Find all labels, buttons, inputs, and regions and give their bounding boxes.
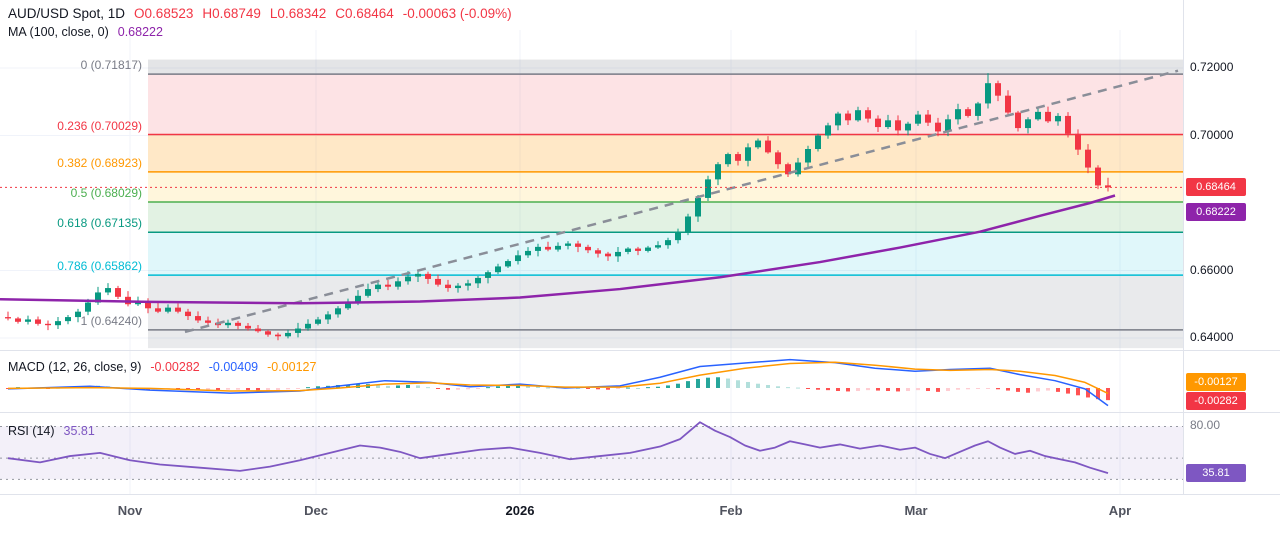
rsi-tick-label: 80.00	[1190, 418, 1221, 433]
fib-label-0.382: 0.382 (0.68923)	[57, 155, 142, 170]
macd-badge-1: -0.00282	[1186, 392, 1246, 410]
fib-label-0: 0 (0.71817)	[80, 58, 142, 73]
rsi-legend: RSI (14) 35.81	[8, 420, 95, 438]
symbol-legend-row: AUD/USD Spot, 1D O0.68523 H0.68749 L0.68…	[8, 6, 512, 21]
candles-series	[5, 73, 1111, 341]
main-legend: AUD/USD Spot, 1D O0.68523 H0.68749 L0.68…	[8, 6, 512, 39]
ohlc-low: L0.68342	[269, 6, 327, 21]
macd-signal-value: -0.00127	[267, 360, 317, 374]
rsi-line[interactable]	[7, 421, 1109, 475]
ma-legend-row: MA (100, close, 0) 0.68222	[8, 25, 512, 39]
fib-label-0.5: 0.5 (0.68029)	[70, 186, 142, 201]
fib-label-0.786: 0.786 (0.65862)	[57, 259, 142, 274]
macd-legend: MACD (12, 26, close, 9) -0.00282 -0.0040…	[8, 356, 316, 374]
price-badge-0.68222: 0.68222	[1186, 202, 1246, 221]
time-scale[interactable]	[0, 494, 1280, 534]
time-label-Nov: Nov	[117, 503, 143, 518]
symbol-title[interactable]: AUD/USD Spot, 1D	[8, 6, 126, 21]
ohlc-close: C0.68464	[335, 6, 394, 21]
price-tick-0.66000: 0.66000	[1190, 262, 1234, 277]
fib-label-0.236: 0.236 (0.70029)	[57, 118, 142, 133]
rsi-band-lines	[0, 425, 1183, 480]
rsi-value: 35.81	[63, 424, 95, 438]
fib-retracement-lines[interactable]	[148, 73, 1183, 331]
fib-retracement-bands	[148, 59, 1183, 349]
rsi-badge: 35.81	[1186, 464, 1246, 483]
price-tick-0.64000: 0.64000	[1190, 330, 1234, 344]
gridlines	[0, 30, 1183, 494]
time-label-2026: 2026	[505, 503, 535, 518]
time-label-Dec: Dec	[304, 503, 328, 518]
trendline[interactable]	[184, 69, 1179, 334]
fib-label-0.618: 0.618 (0.67135)	[57, 216, 142, 231]
time-label-Feb: Feb	[719, 503, 743, 518]
rsi-legend-row: RSI (14) 35.81	[8, 424, 95, 438]
time-label-Mar: Mar	[904, 503, 928, 518]
ohlc-change: -0.00063 (-0.09%)	[402, 6, 512, 21]
ma-value: 0.68222	[117, 25, 163, 39]
macd-histogram	[6, 377, 1110, 401]
rsi-band	[0, 426, 1183, 480]
rsi-indicator-label[interactable]: RSI (14)	[8, 424, 55, 438]
macd-hist-value: -0.00282	[150, 360, 200, 374]
ohlc-open: O0.68523	[134, 6, 194, 21]
price-tick-0.72000: 0.72000	[1190, 60, 1234, 74]
macd-signal-line[interactable]	[7, 361, 1109, 395]
time-label-Apr: Apr	[1108, 503, 1132, 518]
macd-badge-0: -0.00127	[1186, 373, 1246, 391]
pane-separators[interactable]	[0, 0, 1280, 495]
price-tick-0.70000: 0.70000	[1190, 127, 1234, 142]
ma100-line[interactable]	[0, 194, 1116, 305]
ma-indicator-label[interactable]: MA (100, close, 0)	[8, 25, 109, 39]
macd-line-value: -0.00409	[208, 360, 259, 374]
price-badge-0.68464: 0.68464	[1186, 178, 1246, 197]
macd-indicator-label[interactable]: MACD (12, 26, close, 9)	[8, 360, 142, 374]
ohlc-high: H0.68749	[202, 6, 261, 21]
fib-label-1: 1 (0.64240)	[80, 313, 142, 328]
macd-legend-row: MACD (12, 26, close, 9) -0.00282 -0.0040…	[8, 360, 316, 374]
